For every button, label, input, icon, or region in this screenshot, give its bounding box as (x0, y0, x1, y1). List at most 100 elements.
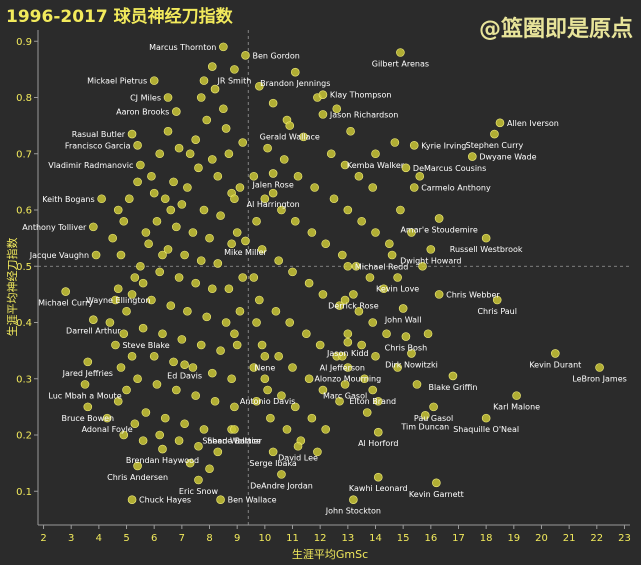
data-point (354, 306, 364, 316)
data-point (393, 363, 402, 372)
data-point (230, 194, 239, 204)
data-point (174, 273, 184, 282)
data-point (185, 458, 195, 468)
data-point (177, 335, 187, 344)
point-label: Adonal Foyle (82, 425, 133, 434)
y-axis-label: 生涯平均神经刀指数 (5, 238, 19, 337)
chart-title: 1996-2017 球员神经刀指数 (6, 6, 234, 27)
x-tick-label: 21 (563, 533, 576, 544)
data-point (346, 126, 355, 136)
data-point (133, 141, 142, 150)
data-point (371, 228, 380, 237)
data-point (340, 295, 350, 305)
point-label: Jacque Vaughn (29, 251, 89, 260)
y-tick-label: 0.8 (16, 93, 32, 104)
data-point (360, 374, 369, 384)
data-point (205, 233, 214, 243)
x-tick-label: 19 (507, 533, 520, 544)
data-point (158, 329, 167, 339)
data-point (144, 239, 153, 249)
point-label: Kemba Walker (347, 161, 405, 170)
data-point (105, 318, 115, 327)
data-point (155, 267, 165, 277)
y-tick-label: 0.3 (16, 374, 32, 385)
point-label: Steve Blake (122, 341, 169, 350)
data-point (169, 357, 178, 367)
point-label: Mike Miller (224, 248, 267, 257)
x-tick-label: 4 (96, 533, 102, 544)
data-point (136, 160, 145, 170)
data-point (371, 351, 380, 361)
x-tick-label: 6 (151, 533, 157, 544)
data-point (155, 430, 165, 440)
data-point (202, 115, 212, 125)
data-point (152, 380, 162, 389)
point-label: Tim Duncan (400, 422, 449, 431)
data-point (407, 228, 416, 237)
data-point (149, 351, 159, 361)
point-label: Francisco Garcia (65, 141, 131, 150)
point-label: Ben Gordon (252, 51, 299, 60)
data-point (302, 329, 311, 339)
data-point (285, 121, 295, 130)
data-point (191, 278, 200, 288)
data-point (357, 216, 366, 226)
data-point (216, 346, 225, 355)
point-label: Kevin Durant (529, 360, 581, 369)
point-label: Jared Jeffries (62, 369, 113, 378)
data-point (61, 287, 70, 296)
data-point (119, 430, 129, 440)
data-point (426, 245, 436, 254)
point-label: Darrell Arthur (66, 327, 121, 336)
point-label: John Wall (384, 315, 422, 324)
data-point (149, 188, 159, 198)
data-point (147, 295, 156, 305)
point-label: Alonzo Mourning (314, 375, 381, 384)
point-label: Derrick Rose (328, 301, 379, 310)
x-tick-label: 13 (341, 533, 354, 544)
data-point (268, 188, 278, 198)
data-point (207, 284, 217, 294)
data-point (133, 461, 142, 471)
data-point (340, 160, 350, 170)
data-point (138, 278, 148, 288)
data-point (385, 239, 394, 249)
data-point (219, 42, 228, 52)
data-point (111, 295, 120, 305)
data-point (492, 295, 502, 305)
data-point (127, 351, 137, 361)
data-point (91, 250, 101, 260)
point-label: Sheed Wallace (202, 436, 261, 445)
data-point (213, 447, 223, 457)
data-point (343, 205, 353, 215)
data-point (158, 250, 167, 260)
data-point (174, 143, 184, 153)
data-point (396, 48, 405, 57)
point-label: Kawhi Leonard (349, 484, 408, 493)
point-label: Blake Griffin (428, 383, 477, 392)
data-point (199, 205, 209, 215)
data-point (163, 245, 173, 254)
data-point (434, 290, 444, 299)
x-tick-label: 16 (424, 533, 437, 544)
data-point (169, 177, 178, 187)
point-label: Amar'e Stoudemire (400, 225, 477, 234)
data-point (277, 205, 286, 215)
point-label: Chris Webber (446, 290, 500, 299)
data-point (373, 396, 383, 406)
data-point (183, 306, 192, 316)
point-label: Dwyane Wade (479, 153, 536, 162)
data-point (119, 329, 129, 339)
data-point (249, 273, 259, 282)
point-label: Keith Bogans (42, 195, 94, 204)
data-point (349, 290, 358, 299)
data-point (113, 284, 123, 294)
x-tick-label: 22 (590, 533, 603, 544)
data-point (147, 171, 156, 181)
y-tick-label: 0.6 (16, 206, 32, 217)
data-point (207, 62, 217, 71)
data-point (307, 413, 317, 423)
data-point (196, 340, 206, 350)
x-tick-label: 23 (618, 533, 631, 544)
